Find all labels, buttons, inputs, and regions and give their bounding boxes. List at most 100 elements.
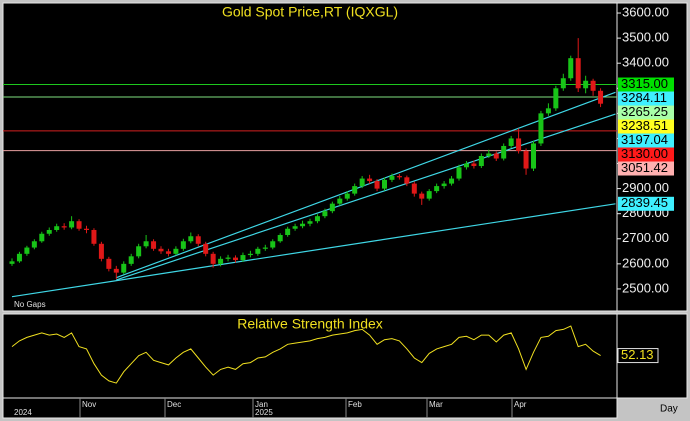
candle-body bbox=[195, 236, 201, 244]
time-axis bbox=[2, 397, 618, 419]
candle-body bbox=[575, 58, 581, 89]
candle-body bbox=[16, 253, 22, 262]
x-tick-label: Nov bbox=[82, 400, 96, 409]
price-badge bbox=[618, 119, 674, 134]
x-tick-label: Apr bbox=[514, 400, 527, 409]
candle-body bbox=[404, 177, 410, 184]
price-badge-label: 3238.51 bbox=[621, 118, 668, 133]
price-badge bbox=[618, 105, 674, 120]
candle-body bbox=[262, 247, 268, 249]
y-tick-label: 2700.00 bbox=[622, 230, 669, 245]
candle-body bbox=[374, 181, 380, 189]
candle-body bbox=[300, 223, 306, 227]
candle-body bbox=[188, 236, 194, 242]
candle-body bbox=[463, 163, 469, 168]
candle-body bbox=[441, 183, 447, 187]
y-tick-label: 3600.00 bbox=[622, 4, 669, 19]
trendline bbox=[116, 113, 616, 281]
candle-body bbox=[158, 248, 164, 252]
price-badge bbox=[618, 147, 674, 162]
candle-body bbox=[143, 241, 149, 247]
candle-body bbox=[240, 255, 246, 261]
candle-body bbox=[106, 258, 112, 269]
candle-body bbox=[426, 191, 432, 199]
price-badge-label: 3284.11 bbox=[621, 90, 667, 105]
candle-body bbox=[39, 233, 45, 242]
candle-body bbox=[277, 235, 283, 242]
note: No Gaps bbox=[14, 300, 46, 309]
candle-body bbox=[255, 248, 261, 254]
x-tick-label: Mar bbox=[429, 400, 443, 409]
candle-body bbox=[538, 113, 544, 144]
candle-body bbox=[61, 226, 67, 228]
candle-body bbox=[329, 203, 335, 212]
candle-body bbox=[478, 155, 484, 167]
candle-body bbox=[270, 241, 276, 248]
candle-body bbox=[225, 257, 231, 259]
candle-body bbox=[98, 243, 104, 259]
price-badge-label: 3197.04 bbox=[621, 132, 668, 147]
candle-body bbox=[9, 261, 15, 264]
price-badge bbox=[618, 77, 674, 92]
candle-body bbox=[69, 221, 75, 228]
candle-body bbox=[31, 241, 37, 248]
chart-title: Gold Spot Price,RT (IQXGL) bbox=[222, 4, 398, 20]
candle-body bbox=[471, 163, 477, 167]
candle-body bbox=[54, 226, 60, 230]
year-label: 2024 bbox=[14, 408, 32, 417]
candle-body bbox=[456, 167, 462, 179]
x-tick-label: Dec bbox=[167, 400, 181, 409]
trendline bbox=[116, 91, 616, 279]
indicator-panel bbox=[2, 313, 618, 399]
price-badge bbox=[618, 133, 674, 148]
candle-body bbox=[307, 221, 313, 224]
candle-body bbox=[583, 80, 589, 89]
candle-body bbox=[233, 257, 238, 261]
candle-body bbox=[501, 145, 507, 159]
price-badge bbox=[618, 196, 674, 211]
candle-body bbox=[24, 247, 30, 254]
price-badge bbox=[618, 161, 674, 176]
x-tick-label: Feb bbox=[348, 400, 362, 409]
candle-body bbox=[434, 186, 440, 192]
period-label: Day bbox=[660, 404, 678, 415]
candle-body bbox=[344, 193, 350, 199]
candle-body bbox=[218, 258, 224, 264]
candle-body bbox=[91, 229, 97, 244]
candle-body bbox=[322, 211, 328, 217]
candle-body bbox=[545, 108, 551, 114]
indicator-title: Relative Strength Index bbox=[237, 316, 383, 332]
price-badge-label: 2839.45 bbox=[621, 195, 668, 210]
candle-body bbox=[285, 228, 291, 236]
candle-body bbox=[411, 183, 417, 194]
candle-body bbox=[292, 226, 298, 229]
indicator-badge bbox=[617, 348, 659, 364]
y-tick-label: 3500.00 bbox=[622, 30, 669, 45]
price-panel bbox=[2, 2, 618, 312]
y-tick-label: 3400.00 bbox=[622, 55, 669, 70]
y-tick-label: 2500.00 bbox=[622, 280, 669, 295]
candle-body bbox=[449, 178, 455, 184]
candle-body bbox=[389, 176, 395, 180]
candle-body bbox=[359, 178, 365, 187]
candle-body bbox=[76, 221, 82, 229]
x-tick-label: Jan bbox=[255, 400, 268, 409]
candle-body bbox=[136, 246, 142, 257]
price-badge-label: 3051.42 bbox=[621, 160, 668, 175]
candle-body bbox=[210, 253, 216, 264]
candle-body bbox=[247, 253, 253, 256]
candle-body bbox=[180, 241, 186, 249]
price-badge bbox=[618, 91, 674, 106]
indicator-badge-label: 52.13 bbox=[621, 347, 654, 362]
candle-body bbox=[396, 176, 402, 178]
candle-body bbox=[523, 150, 529, 169]
candle-body bbox=[553, 88, 559, 109]
plot-area bbox=[3, 38, 617, 298]
candle-body bbox=[128, 256, 134, 264]
candle-body bbox=[113, 268, 119, 273]
candle-body bbox=[590, 80, 596, 91]
price-badge-label: 3265.25 bbox=[621, 104, 668, 119]
candle-body bbox=[568, 58, 574, 79]
